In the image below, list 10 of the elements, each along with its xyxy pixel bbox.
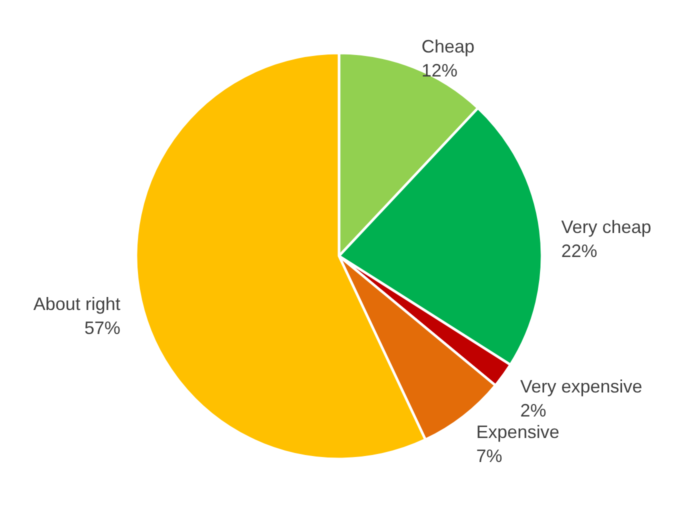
data-label: 7%	[476, 446, 502, 466]
slice-label: Expensive	[476, 422, 560, 442]
slice-label: Very expensive	[520, 376, 642, 397]
data-label: 22%	[561, 240, 598, 261]
slice-label: About right	[33, 294, 120, 314]
data-label: 2%	[520, 400, 546, 421]
data-label: 12%	[421, 60, 458, 81]
data-label: 57%	[84, 318, 120, 338]
slice-label: Cheap	[421, 36, 475, 57]
slice-label: Very cheap	[561, 216, 652, 237]
